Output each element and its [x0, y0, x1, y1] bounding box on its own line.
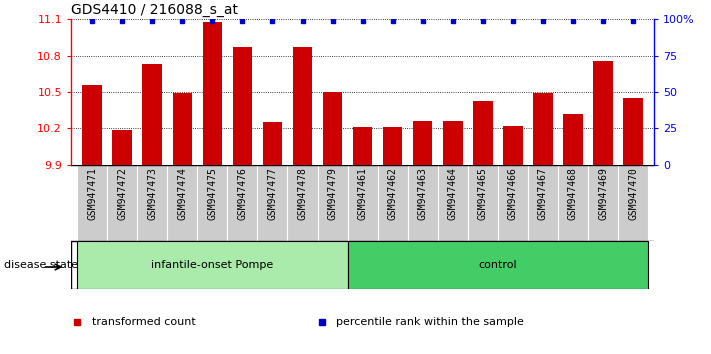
Bar — [378, 165, 407, 241]
Bar — [588, 165, 618, 241]
Bar — [262, 122, 282, 165]
Bar — [413, 121, 432, 165]
Bar — [257, 165, 287, 241]
Text: GSM947472: GSM947472 — [117, 167, 127, 220]
Bar — [82, 85, 102, 165]
Bar — [533, 93, 552, 165]
Bar — [473, 101, 493, 165]
Bar — [287, 165, 318, 241]
Bar — [167, 165, 198, 241]
Bar — [142, 64, 162, 165]
Text: GSM947465: GSM947465 — [478, 167, 488, 220]
Bar — [503, 126, 523, 165]
Text: GSM947464: GSM947464 — [448, 167, 458, 220]
Text: GSM947467: GSM947467 — [538, 167, 548, 220]
Bar — [383, 127, 402, 165]
Text: GSM947463: GSM947463 — [418, 167, 428, 220]
Text: GSM947474: GSM947474 — [177, 167, 187, 220]
Text: GSM947473: GSM947473 — [147, 167, 157, 220]
Bar — [107, 165, 137, 241]
Text: GSM947471: GSM947471 — [87, 167, 97, 220]
Bar — [498, 165, 528, 241]
Bar — [624, 98, 643, 165]
Text: infantile-onset Pompe: infantile-onset Pompe — [151, 259, 274, 270]
Text: GSM947476: GSM947476 — [237, 167, 247, 220]
Text: GSM947478: GSM947478 — [297, 167, 307, 220]
Text: GSM947470: GSM947470 — [628, 167, 638, 220]
Bar — [293, 47, 312, 165]
Bar — [228, 165, 257, 241]
Bar — [468, 165, 498, 241]
Text: GSM947466: GSM947466 — [508, 167, 518, 220]
Text: percentile rank within the sample: percentile rank within the sample — [336, 316, 524, 327]
Text: GSM947475: GSM947475 — [208, 167, 218, 220]
Text: GSM947469: GSM947469 — [598, 167, 608, 220]
Bar — [137, 165, 167, 241]
Bar — [318, 165, 348, 241]
Text: GSM947468: GSM947468 — [568, 167, 578, 220]
Text: GSM947461: GSM947461 — [358, 167, 368, 220]
Text: GSM947479: GSM947479 — [328, 167, 338, 220]
Text: GSM947477: GSM947477 — [267, 167, 277, 220]
Bar — [348, 165, 378, 241]
Text: disease state: disease state — [4, 259, 77, 270]
Bar — [528, 165, 558, 241]
Bar — [112, 130, 132, 165]
Bar — [563, 114, 583, 165]
Bar — [593, 61, 613, 165]
Text: GDS4410 / 216088_s_at: GDS4410 / 216088_s_at — [71, 3, 238, 17]
Text: control: control — [479, 259, 517, 270]
Text: GSM947462: GSM947462 — [387, 167, 397, 220]
Bar — [77, 165, 107, 241]
Bar — [77, 241, 348, 289]
Bar — [558, 165, 588, 241]
Bar — [198, 165, 228, 241]
Bar — [438, 165, 468, 241]
Text: transformed count: transformed count — [92, 316, 196, 327]
Bar — [348, 241, 648, 289]
Bar — [232, 47, 252, 165]
Bar — [203, 22, 222, 165]
Bar — [323, 92, 342, 165]
Bar — [443, 121, 463, 165]
Bar — [173, 93, 192, 165]
Bar — [353, 127, 373, 165]
Bar — [407, 165, 438, 241]
Bar — [618, 165, 648, 241]
